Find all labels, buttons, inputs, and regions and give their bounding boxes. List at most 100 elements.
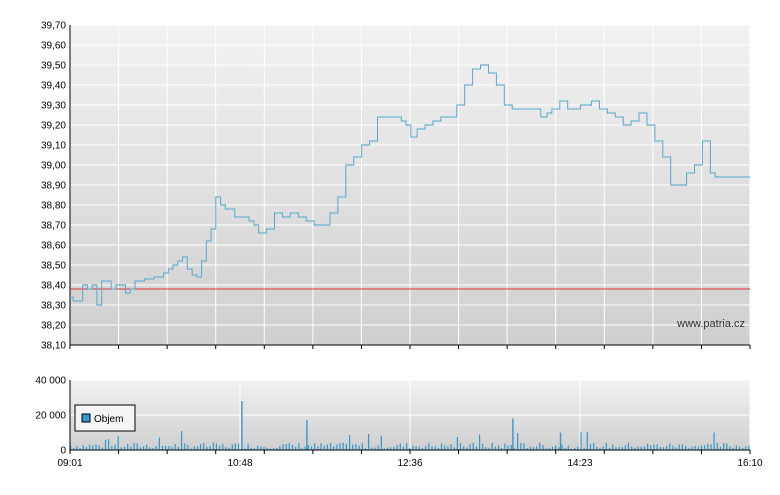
price-y-tick-label: 38,40	[41, 281, 66, 292]
volume-bar	[504, 443, 506, 450]
volume-bar	[368, 434, 370, 450]
volume-bar	[700, 445, 703, 450]
volume-bar	[228, 447, 230, 450]
volume-bar	[456, 437, 458, 450]
volume-bar	[710, 444, 712, 450]
volume-bar	[453, 447, 455, 450]
volume-y-tick-label: 20 000	[35, 411, 66, 422]
volume-bar	[111, 446, 113, 450]
volume-bar	[494, 446, 496, 450]
volume-bar	[234, 443, 236, 450]
volume-bar	[155, 446, 157, 450]
volume-bar	[225, 447, 227, 450]
volume-bar	[580, 431, 582, 450]
volume-bar	[345, 443, 347, 450]
volume-bar	[469, 444, 471, 450]
volume-bar	[526, 448, 528, 450]
volume-bar	[596, 446, 598, 450]
volume-bar	[168, 445, 170, 450]
volume-bar	[130, 446, 132, 450]
volume-bar	[374, 447, 376, 450]
volume-bar	[127, 444, 129, 450]
volume-bar	[491, 442, 493, 450]
volume-bar	[459, 442, 462, 450]
price-y-tick-label: 39,70	[41, 21, 66, 32]
volume-bar	[501, 447, 503, 450]
volume-bar	[298, 443, 300, 450]
volume-bar	[402, 446, 405, 450]
volume-bar	[95, 444, 97, 450]
volume-bar	[431, 446, 433, 450]
volume-bar	[282, 444, 284, 450]
volume-bar	[104, 439, 107, 450]
volume-bar	[618, 446, 620, 450]
volume-bar	[326, 444, 328, 450]
volume-bar	[415, 446, 417, 450]
price-y-tick-label: 39,10	[41, 141, 66, 152]
volume-bar	[713, 432, 715, 450]
volume-bar	[551, 446, 554, 450]
volume-bar	[479, 434, 481, 450]
volume-bar	[678, 444, 680, 450]
volume-bar	[558, 447, 560, 450]
volume-bar	[659, 447, 661, 450]
volume-bar	[647, 443, 649, 450]
volume-bar	[627, 442, 630, 450]
volume-bar	[409, 448, 411, 450]
price-y-tick-label: 38,70	[41, 221, 66, 232]
price-y-tick-label: 39,60	[41, 41, 66, 52]
price-y-tick-label: 38,20	[41, 321, 66, 332]
volume-bar	[314, 443, 316, 450]
volume-bar	[716, 443, 718, 450]
price-y-axis: 39,70 39,60 39,50 39,40 39,30 39,20 39,10 39,00…	[41, 21, 66, 352]
volume-bar	[418, 446, 420, 450]
volume-bar	[387, 447, 389, 450]
volume-x-tick-label: 10:48	[227, 458, 252, 469]
volume-bar	[586, 432, 588, 450]
volume-bar	[133, 443, 135, 450]
volume-bar	[685, 445, 687, 450]
volume-bar	[136, 443, 138, 450]
volume-bar	[729, 446, 731, 450]
volume-bar	[602, 446, 604, 450]
volume-bar	[320, 443, 322, 450]
volume-bar	[73, 448, 75, 450]
price-series-line	[70, 64, 750, 306]
volume-bar	[548, 447, 550, 450]
volume-bar-peak	[306, 420, 308, 451]
volume-bar	[440, 443, 443, 450]
volume-bar	[377, 445, 379, 450]
volume-bar	[200, 444, 202, 450]
legend-swatch	[81, 413, 91, 423]
volume-bar	[323, 445, 325, 450]
volume-bar	[390, 447, 392, 450]
volume-bar	[149, 447, 151, 450]
price-y-tick-label: 38,90	[41, 181, 66, 192]
volume-bar	[545, 448, 547, 450]
volume-bar	[304, 446, 306, 450]
volume-bar	[723, 443, 725, 450]
volume-bar	[209, 446, 211, 450]
volume-x-tick-label: 16:10	[737, 458, 762, 469]
volume-bar	[222, 443, 224, 450]
volume-bar	[219, 445, 221, 450]
volume-bar	[253, 448, 256, 450]
volume-bar	[146, 444, 148, 450]
volume-bar	[412, 445, 414, 450]
volume-bar	[745, 446, 747, 450]
volume-bar	[735, 445, 737, 450]
volume-bar	[120, 447, 122, 450]
volume-bar	[317, 446, 319, 450]
volume-bar	[583, 447, 585, 450]
volume-bar	[165, 446, 167, 450]
volume-bar	[577, 446, 579, 450]
volume-bar	[108, 439, 110, 450]
volume-bar	[669, 443, 671, 450]
volume-bar	[634, 447, 636, 450]
volume-bar	[371, 447, 373, 450]
volume-bar	[732, 447, 734, 450]
volume-bar	[158, 437, 160, 450]
volume-bar	[352, 444, 354, 450]
volume-bar	[542, 444, 544, 450]
